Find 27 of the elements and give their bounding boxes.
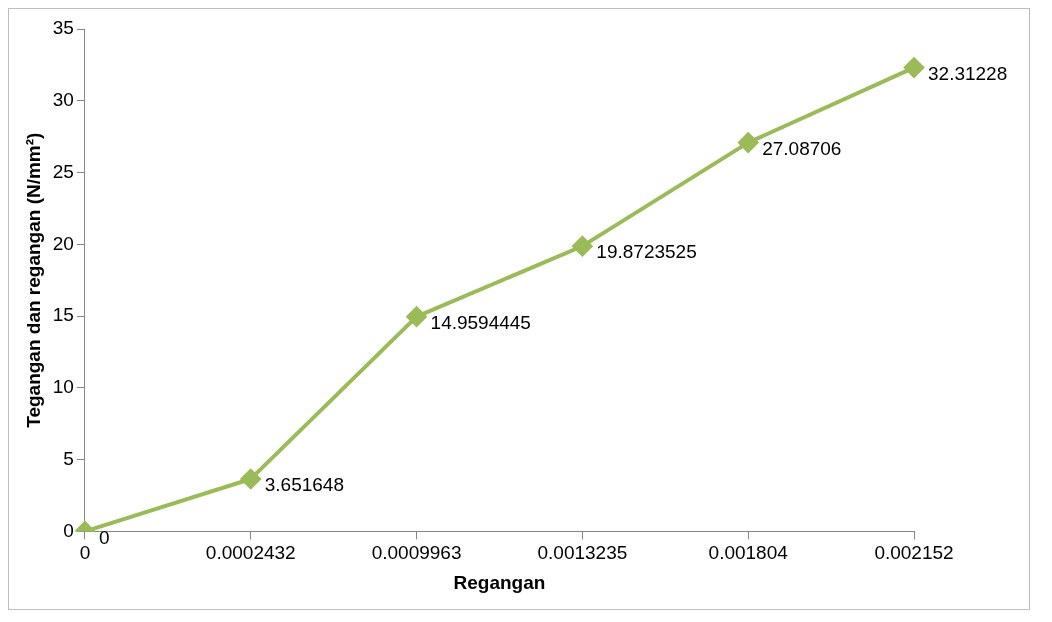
point: [572, 236, 593, 257]
data-label: 0: [98, 526, 110, 548]
data-label: 27.08706: [762, 137, 842, 159]
x-tick-label: 0.0013235: [537, 542, 628, 564]
y-tick-label: 35: [52, 17, 74, 39]
x-tick-label: 0.001804: [708, 542, 789, 564]
y-tick-label: 15: [52, 304, 74, 326]
x-tick-label: 0: [79, 542, 91, 564]
x-axis-title: Regangan: [453, 571, 546, 593]
x-tick-label: 0.0009963: [371, 542, 462, 564]
point: [406, 306, 427, 327]
y-tick-label: 0: [63, 519, 74, 541]
x-tick-label: 0.002152: [874, 542, 954, 564]
point: [738, 132, 759, 153]
x-tick-label: 0.0002432: [205, 542, 296, 564]
point: [904, 57, 924, 78]
y-tick-label: 30: [52, 89, 74, 111]
y-tick-label: 20: [52, 232, 74, 254]
y-tick-label: 5: [63, 447, 74, 469]
data-label: 19.8723525: [596, 241, 697, 263]
data-label: 14.9594445: [430, 311, 531, 333]
data-label: 3.651648: [264, 474, 344, 496]
y-axis-title: Tegangan dan regangan (N/mm²): [22, 132, 44, 428]
point: [240, 468, 261, 489]
data-label: 32.31228: [928, 62, 1008, 84]
y-tick-label: 10: [52, 376, 74, 398]
y-tick-label: 25: [52, 160, 74, 182]
